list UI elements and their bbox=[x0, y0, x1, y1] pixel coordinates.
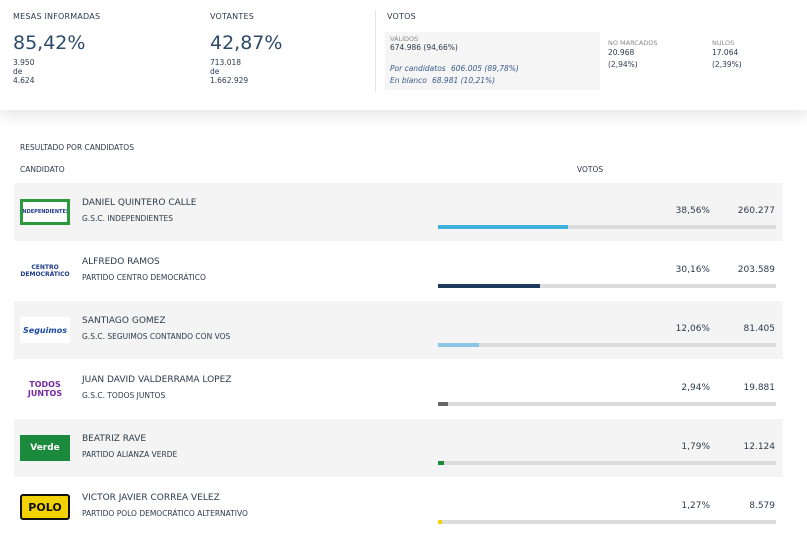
party-name: PARTIDO ALIANZA VERDE bbox=[82, 450, 178, 459]
bar bbox=[438, 402, 448, 406]
percent: 2,94% bbox=[681, 383, 710, 393]
valid-box: VÁLIDOS 674.986 (94,66%) Por candidatos … bbox=[385, 32, 600, 90]
percent: 85,42% bbox=[13, 32, 86, 54]
percent: 12,06% bbox=[675, 324, 710, 334]
party-name: G.S.C. INDEPENDIENTES bbox=[82, 214, 173, 223]
count: 20.968 bbox=[608, 48, 635, 57]
percent: 42,87% bbox=[210, 32, 283, 54]
percent: 1,27% bbox=[681, 501, 710, 511]
candidate-name: JUAN DAVID VALDERRAMA LOPEZ bbox=[82, 375, 232, 385]
of: de bbox=[13, 67, 23, 76]
candidate-name: DANIEL QUINTERO CALLE bbox=[82, 198, 197, 208]
party-name: PARTIDO POLO DEMOCRÁTICO ALTERNATIVO bbox=[82, 509, 248, 518]
label: NO MARCADOS bbox=[608, 39, 658, 47]
candidate-name: SANTIAGO GOMEZ bbox=[82, 316, 166, 326]
bar-track bbox=[438, 343, 776, 347]
candidate-row: POLO VICTOR JAVIER CORREA VELEZ PARTIDO PO… bbox=[14, 478, 783, 536]
candidate-name: VICTOR JAVIER CORREA VELEZ bbox=[82, 493, 220, 503]
bar bbox=[438, 343, 479, 347]
candidate-name: BEATRIZ RAVE bbox=[82, 434, 147, 444]
bar-track bbox=[438, 520, 776, 524]
votes: 260.277 bbox=[737, 206, 775, 216]
label: NULOS bbox=[712, 39, 735, 47]
votes: 19.881 bbox=[743, 383, 776, 393]
value: 606.005 (89,78%) bbox=[451, 64, 519, 73]
bar bbox=[438, 225, 569, 229]
label: VÁLIDOS bbox=[390, 35, 419, 43]
candidate-row: Seguimos SANTIAGO GOMEZ G.S.C. SEGUIMOS CO… bbox=[14, 301, 783, 359]
total: 1.662.929 bbox=[210, 76, 249, 85]
candidate-name: ALFREDO RAMOS bbox=[82, 257, 160, 267]
section-title: RESULTADO POR CANDIDATOS bbox=[20, 143, 134, 152]
bar-track bbox=[438, 402, 776, 406]
summary-header: MESAS INFORMADAS 85,42% 3.950 de 4.624 V… bbox=[0, 0, 807, 110]
votes: 203.589 bbox=[737, 265, 775, 275]
bar bbox=[438, 284, 540, 288]
divider bbox=[375, 10, 376, 92]
bar-track bbox=[438, 225, 776, 229]
party-logo: Verde bbox=[20, 435, 70, 461]
party-name: PARTIDO CENTRO DEMOCRÁTICO bbox=[82, 273, 206, 282]
party-logo: POLO bbox=[20, 494, 70, 520]
label: VOTANTES bbox=[210, 12, 254, 21]
party-name: G.S.C. TODOS JUNTOS bbox=[82, 391, 166, 400]
party-logo: TODOS JUNTOS bbox=[20, 376, 70, 402]
percent: (2,94%) bbox=[608, 60, 638, 69]
candidate-row: CENTRO DEMOCRÁTICO ALFREDO RAMOS PARTIDO C… bbox=[14, 242, 783, 300]
percent: 38,56% bbox=[675, 206, 710, 216]
label: VOTOS bbox=[387, 12, 416, 21]
of: de bbox=[210, 67, 220, 76]
percent: 30,16% bbox=[675, 265, 710, 275]
label: MESAS INFORMADAS bbox=[13, 12, 101, 21]
value: 68.981 (10,21%) bbox=[432, 76, 496, 85]
votes: 81.405 bbox=[743, 324, 776, 334]
votes: 8.579 bbox=[749, 501, 775, 511]
candidate-row: TODOS JUNTOS JUAN DAVID VALDERRAMA LOPEZ G… bbox=[14, 360, 783, 418]
total: 4.624 bbox=[13, 76, 35, 85]
percent: (2,39%) bbox=[712, 60, 742, 69]
count: 17.064 bbox=[712, 48, 739, 57]
count: 713.018 bbox=[210, 58, 242, 67]
party-logo: Seguimos bbox=[20, 317, 70, 343]
candidate-row: INDEPENDIENTES DANIEL QUINTERO CALLE G.S.C… bbox=[14, 183, 783, 241]
column-header: VOTOS bbox=[577, 165, 604, 174]
votes: 12.124 bbox=[743, 442, 776, 452]
candidate-row: Verde BEATRIZ RAVE PARTIDO ALIANZA VERDE 1,… bbox=[14, 419, 783, 477]
label: Por candidatos bbox=[390, 64, 446, 73]
party-name: G.S.C. SEGUIMOS CONTANDO CON VOS bbox=[82, 332, 231, 341]
value: 674.986 (94,66%) bbox=[390, 43, 458, 52]
party-logo: INDEPENDIENTES bbox=[20, 199, 70, 225]
column-header: CANDIDATO bbox=[20, 165, 65, 174]
bar-track bbox=[438, 461, 776, 465]
bar-track bbox=[438, 284, 776, 288]
percent: 1,79% bbox=[681, 442, 710, 452]
party-logo: CENTRO DEMOCRÁTICO bbox=[20, 258, 70, 284]
label: En blanco bbox=[390, 76, 427, 85]
bar bbox=[438, 461, 445, 465]
bar bbox=[438, 520, 443, 524]
count: 3.950 bbox=[13, 58, 35, 67]
